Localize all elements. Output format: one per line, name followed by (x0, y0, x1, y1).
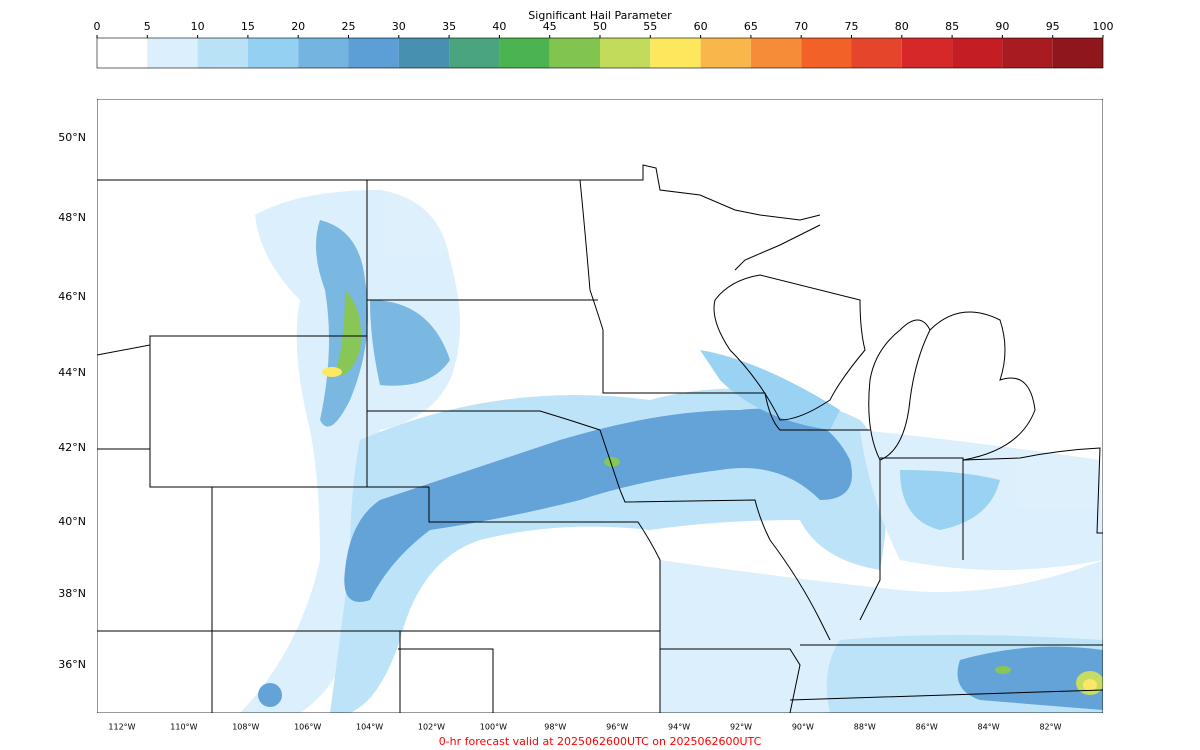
colorbar-tick-label: 60 (694, 20, 708, 33)
colorbar: 0 5 10 15 20 25 30 35 40 45 50 55 60 65 70 75 80 85 90 95 10… (94, 20, 1114, 69)
colorbar-tick-label: 55 (643, 20, 657, 33)
shade (335, 290, 361, 376)
colorbar-tick-label: 75 (845, 20, 859, 33)
colorbar-tick-label: 35 (442, 20, 456, 33)
colorbar-tick-label: 50 (593, 20, 607, 33)
colorbar-swatch (952, 38, 1003, 68)
lon-label: 90°W (792, 723, 814, 732)
colorbar-tick-label: 15 (241, 20, 255, 33)
lat-label: 50°N (58, 131, 86, 144)
colorbar-swatch (499, 38, 550, 68)
colorbar-tick-label: 95 (1046, 20, 1060, 33)
lon-label: 106°W (294, 723, 321, 732)
colorbar-swatch (97, 38, 148, 68)
colorbar-tick-label: 10 (191, 20, 205, 33)
colorbar-swatch (901, 38, 953, 68)
colorbar-swatch (247, 38, 299, 68)
colorbar-tick-label: 30 (392, 20, 406, 33)
colorbar-swatch (298, 38, 349, 68)
colorbar-swatch (549, 38, 600, 68)
lon-label: 108°W (232, 723, 259, 732)
colorbar-swatch (197, 38, 248, 68)
shade (604, 457, 620, 467)
shade (370, 300, 450, 386)
colorbar-swatch (600, 38, 651, 68)
footer: 0-hr forecast valid at 2025062600UTC on … (439, 735, 762, 748)
colorbar-swatch (1002, 38, 1053, 68)
colorbar-tick-label: 80 (895, 20, 909, 33)
shade (1083, 679, 1097, 691)
colorbar-swatch (650, 38, 701, 68)
colorbar-tick-label: 0 (94, 20, 101, 33)
colorbar-tick-label: 70 (794, 20, 808, 33)
colorbar-swatch (147, 38, 198, 68)
lon-label: 110°W (170, 723, 197, 732)
lon-label: 82°W (1039, 723, 1061, 732)
colorbar-swatch (851, 38, 902, 68)
colorbar-swatch (801, 38, 852, 68)
lon-label: 104°W (356, 723, 383, 732)
lon-label: 100°W (480, 723, 507, 732)
state-borders (97, 164, 1103, 713)
lat-label: 36°N (58, 658, 86, 671)
lat-label: 42°N (58, 441, 86, 454)
colorbar-tick-label: 100 (1093, 20, 1114, 33)
shade (258, 683, 282, 707)
lon-label: 88°W (854, 723, 876, 732)
shade (700, 350, 840, 430)
shade (322, 367, 342, 377)
lat-label: 46°N (58, 290, 86, 303)
colorbar-swatch (398, 38, 450, 68)
shading (240, 190, 1103, 713)
colorbar-swatch (1052, 38, 1103, 68)
colorbar-swatch (700, 38, 751, 68)
colorbar-tick-label: 40 (492, 20, 506, 33)
colorbar-swatch (348, 38, 399, 68)
colorbar-tick-label: 45 (543, 20, 557, 33)
lon-label: 84°W (978, 723, 1000, 732)
lon-label: 98°W (544, 723, 566, 732)
lat-label: 48°N (58, 211, 86, 224)
lon-label: 112°W (108, 723, 135, 732)
lat-label: 40°N (58, 515, 86, 528)
colorbar-swatch (449, 38, 500, 68)
lon-label: 86°W (916, 723, 938, 732)
shade (957, 646, 1103, 710)
colorbar-tick-label: 65 (744, 20, 758, 33)
map (97, 99, 1103, 713)
shade (900, 470, 1000, 530)
shade (344, 408, 852, 602)
colorbar-title: Significant Hail Parameter (528, 9, 672, 22)
lon-label: 92°W (730, 723, 752, 732)
shade (330, 388, 887, 713)
colorbar-tick-label: 85 (945, 20, 959, 33)
colorbar-tick-label: 20 (291, 20, 305, 33)
shade (995, 666, 1011, 674)
colorbar-tick-label: 90 (995, 20, 1009, 33)
lon-label: 94°W (668, 723, 690, 732)
colorbar-tick-label: 5 (144, 20, 151, 33)
colorbar-tick-label: 25 (342, 20, 356, 33)
lon-labels: 112°W 110°W 108°W 106°W 104°W 102°W 100°W 98°W 9… (108, 723, 1061, 732)
lat-label: 44°N (58, 366, 86, 379)
lat-labels: 50°N 48°N 46°N 44°N 42°N 40°N 38°N 36°N (58, 131, 86, 671)
colorbar-swatch (750, 38, 802, 68)
lon-label: 102°W (418, 723, 445, 732)
lat-label: 38°N (58, 587, 86, 600)
lon-label: 96°W (606, 723, 628, 732)
